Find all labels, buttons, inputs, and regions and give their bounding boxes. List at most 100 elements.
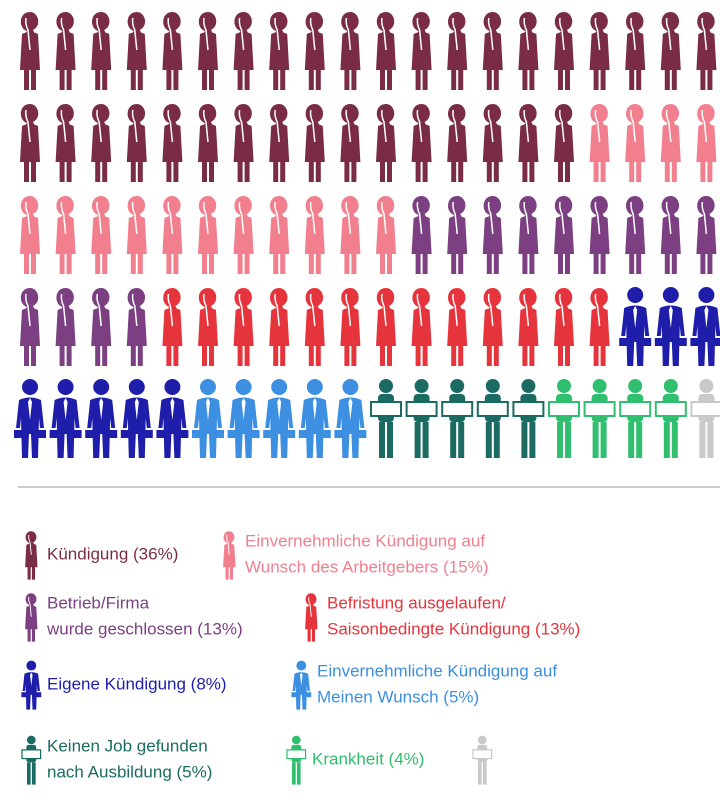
- icon-part: [265, 397, 294, 458]
- icon-part: [26, 735, 36, 745]
- icon-part: [661, 104, 680, 126]
- icon: [376, 104, 396, 182]
- legend-label: Einvernehmliche Kündigung auf: [245, 531, 485, 550]
- icon-part: [234, 288, 252, 310]
- icon-part: [26, 660, 37, 671]
- icon: [85, 379, 118, 458]
- icon-part: [144, 430, 153, 438]
- icon: [233, 288, 254, 366]
- icon: [198, 104, 218, 182]
- icon-part: [661, 12, 680, 34]
- icon-part: [198, 308, 218, 366]
- icon-part: [51, 397, 80, 458]
- icon-part: [203, 17, 209, 51]
- icon-part: [626, 104, 644, 126]
- icon-part: [26, 762, 31, 785]
- icon: [198, 196, 218, 274]
- legend-label: Kündigung (36%): [47, 544, 178, 563]
- icon-part: [447, 216, 468, 274]
- icon: [156, 379, 189, 458]
- icon-part: [305, 593, 317, 607]
- icon-part: [263, 430, 272, 438]
- icon-part: [381, 293, 387, 327]
- icon-part: [296, 762, 301, 785]
- icon-part: [305, 605, 318, 642]
- icon-part: [600, 422, 607, 458]
- icon-part: [269, 124, 290, 182]
- icon-part: [518, 216, 539, 274]
- icon-part: [234, 196, 252, 218]
- icon: [441, 379, 474, 458]
- icon-part: [519, 12, 537, 34]
- icon-part: [126, 32, 147, 90]
- icon-part: [448, 288, 466, 310]
- icon-part: [269, 216, 290, 274]
- icon-part: [96, 109, 102, 143]
- icon-part: [671, 422, 678, 458]
- legend-label: Krankheit (4%): [312, 749, 424, 768]
- icon: [447, 288, 468, 366]
- icon-part: [28, 534, 32, 555]
- icon-part: [592, 379, 607, 393]
- icon: [233, 12, 254, 90]
- icon-part: [36, 692, 42, 698]
- icon-part: [234, 104, 252, 126]
- icon-part: [126, 216, 147, 274]
- icon: [518, 12, 539, 90]
- icon: [14, 379, 46, 458]
- icon-part: [376, 12, 395, 34]
- icon: [554, 12, 574, 90]
- legend-icon: [472, 735, 493, 785]
- icon-part: [203, 109, 209, 143]
- icon-part: [412, 196, 430, 218]
- icon-part: [87, 397, 116, 458]
- icon: [476, 379, 509, 458]
- icon-part: [559, 109, 565, 143]
- icon-part: [20, 308, 40, 366]
- icon: [482, 196, 503, 274]
- icon-part: [309, 201, 316, 235]
- icon: [20, 12, 40, 90]
- icon-part: [234, 12, 252, 34]
- icon-part: [701, 109, 708, 143]
- icon-part: [411, 216, 432, 274]
- icon-part: [274, 17, 280, 51]
- icon-part: [519, 196, 537, 218]
- icon: [548, 379, 580, 458]
- icon-part: [28, 596, 32, 617]
- icon-part: [93, 379, 110, 395]
- icon: [162, 104, 183, 182]
- icon-part: [340, 308, 361, 366]
- icon-part: [483, 196, 502, 218]
- icon: [20, 196, 40, 274]
- icon-part: [381, 201, 387, 235]
- legend-label: nach Ausbildung (5%): [47, 762, 212, 781]
- icon-part: [55, 308, 76, 366]
- icon-part: [306, 379, 323, 395]
- icon-part: [120, 430, 129, 438]
- icon-part: [348, 398, 353, 420]
- icon-part: [56, 288, 74, 310]
- icon-part: [304, 32, 325, 90]
- icon-part: [626, 196, 644, 218]
- icon-part: [521, 422, 528, 458]
- icon-part: [96, 293, 102, 327]
- icon-part: [127, 288, 146, 310]
- icon-part: [127, 104, 146, 126]
- legend-icon: [223, 531, 236, 580]
- icon-part: [296, 660, 307, 671]
- icon-part: [416, 201, 423, 235]
- legend-label: Eigene Kündigung (8%): [47, 674, 227, 693]
- icon-part: [554, 288, 573, 310]
- icon-part: [198, 104, 217, 126]
- icon-part: [235, 379, 252, 395]
- icon: [447, 104, 468, 182]
- icon-part: [274, 109, 280, 143]
- icon: [411, 196, 432, 274]
- icon: [654, 287, 687, 366]
- icon-part: [518, 124, 539, 182]
- icon-part: [559, 293, 565, 327]
- icon-part: [381, 109, 387, 143]
- icon-part: [342, 379, 359, 395]
- icon-part: [482, 32, 503, 90]
